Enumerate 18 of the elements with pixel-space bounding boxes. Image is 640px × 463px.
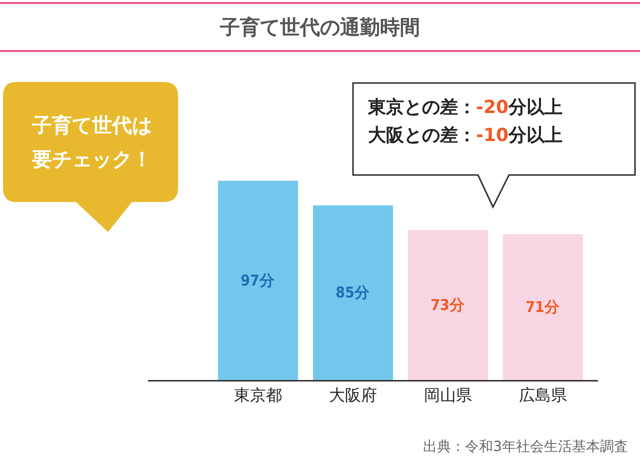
source-note: 出典：令和3年社会生活基本調査 bbox=[423, 438, 628, 456]
text: 子育て世代は bbox=[31, 112, 153, 139]
text: 要チェック！ bbox=[31, 146, 153, 173]
bar bbox=[503, 234, 583, 380]
data-label: 71分 bbox=[526, 298, 560, 316]
data-label: 85分 bbox=[336, 284, 370, 302]
bar bbox=[408, 230, 488, 380]
x-tick-label: 広島県 bbox=[519, 384, 567, 406]
text: 大阪との差：-10分以上 bbox=[368, 124, 563, 148]
bar bbox=[313, 205, 393, 380]
text: 東京との差：-20分以上 bbox=[368, 96, 563, 120]
x-tick-label: 岡山県 bbox=[424, 384, 472, 406]
bar bbox=[218, 180, 298, 380]
data-label: 97分 bbox=[240, 271, 276, 290]
x-tick-label: 大阪府 bbox=[329, 384, 377, 406]
chart-title: 子育て世代の通勤時間 bbox=[0, 2, 640, 52]
x-tick-label: 東京都 bbox=[234, 384, 282, 406]
data-label: 73分 bbox=[430, 296, 466, 314]
